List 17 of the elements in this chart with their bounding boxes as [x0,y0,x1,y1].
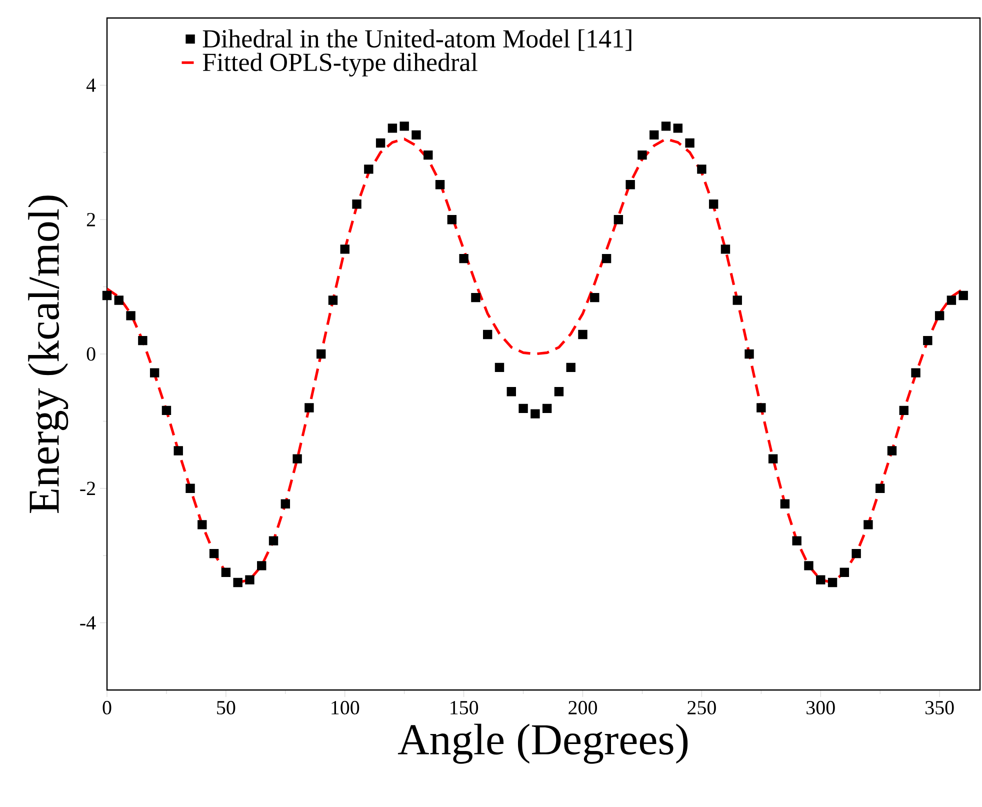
x-axis-title: Angle (Degrees) [398,724,688,764]
x-tick-label: 350 [926,700,954,714]
legend-label: Fitted OPLS-type dihedral [202,52,478,77]
y-tick-label: 0 [86,347,96,361]
x-tick-label: 200 [568,700,597,714]
y-tick-label: 2 [86,212,95,226]
y-tick-label: -4 [80,616,96,630]
x-tick-label: 300 [806,700,835,714]
legend-label: Dihedral in the United-atom Model [141] [202,29,632,51]
x-tick-label: 250 [688,700,716,714]
x-tick-label: 0 [102,700,112,714]
x-tick-label: 150 [450,700,478,714]
x-tick-label: 100 [332,700,360,714]
x-tick-label: 50 [217,700,236,714]
y-tick-label: 4 [86,78,96,92]
y-axis-title: Energy (kcal/mol) [28,196,68,513]
y-tick-label: -2 [80,482,95,496]
